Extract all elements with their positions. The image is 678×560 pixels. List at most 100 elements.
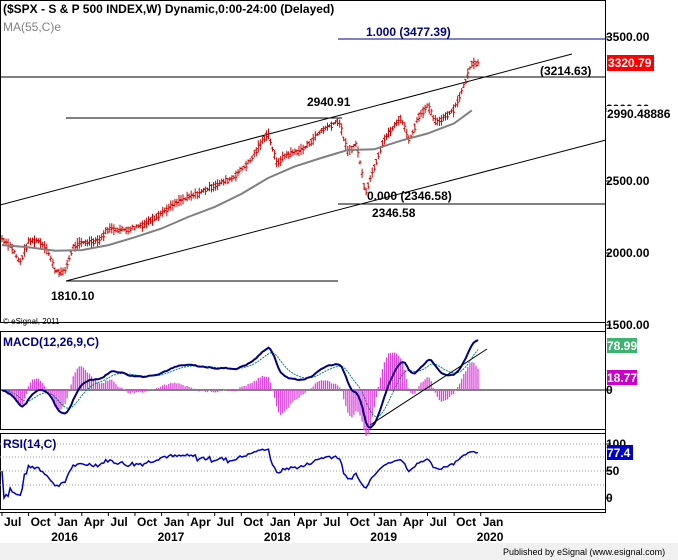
price-bar (354, 140, 358, 147)
date-tick-label: Jul (323, 515, 340, 529)
price-bar (18, 258, 22, 265)
last-price-tag-text: 3320.79 (608, 56, 652, 70)
price-bar (197, 187, 201, 199)
price-bar (114, 227, 118, 233)
price-bar (441, 113, 445, 122)
price-bar (55, 269, 59, 273)
price-bar (155, 213, 159, 221)
price-bar (258, 139, 262, 150)
price-bar (403, 122, 407, 132)
price-bar (285, 150, 289, 159)
price-bar (277, 158, 281, 167)
price-bar (75, 238, 79, 251)
price-bar (153, 215, 157, 222)
price-bar (395, 119, 399, 127)
price-bar (161, 206, 165, 217)
price-bar (283, 153, 287, 160)
price-bar (51, 258, 55, 269)
price-bar (376, 152, 380, 160)
price-bar (315, 132, 319, 137)
price-bar (427, 102, 431, 114)
date-tick-label: Jan (376, 515, 397, 529)
price-bar (185, 191, 189, 202)
date-tick-label: Oct (243, 515, 263, 529)
price-bar (271, 146, 274, 152)
price-bar (234, 170, 238, 182)
price-bar (431, 114, 435, 122)
price-bar (321, 126, 325, 135)
price-bar (79, 237, 83, 247)
price-bar (124, 226, 128, 235)
price-bar (287, 151, 291, 159)
price-bar (106, 227, 110, 234)
date-tick-label: Oct (350, 515, 370, 529)
price-bar (429, 108, 433, 116)
price-bar (297, 145, 301, 157)
footer-credit: Published by eSignal (www.esignal.com) (503, 547, 665, 557)
price-bar (433, 115, 437, 126)
price-bar (344, 138, 348, 151)
macd-value-tag-text: 78.99 (607, 339, 637, 353)
price-bar (218, 179, 222, 187)
price-bar (57, 268, 61, 277)
price-bar (289, 147, 293, 158)
price-bar (230, 175, 234, 183)
date-tick-label: Oct (31, 515, 51, 529)
price-bar (98, 235, 102, 245)
date-tick-label: Apr (190, 515, 211, 529)
price-bar (226, 178, 230, 185)
fib-0000-label: 0.000 (2346.58) (367, 189, 452, 203)
date-year-label: 2018 (264, 530, 291, 544)
ma-label: MA(55,C)e (3, 20, 61, 34)
price-bar (452, 104, 456, 118)
price-bar (305, 140, 309, 148)
price-bar (116, 227, 120, 234)
price-bar (448, 111, 451, 115)
price-bar (151, 213, 154, 226)
hist-value-tag (607, 370, 637, 385)
level-1810-label: 1810.10 (51, 289, 95, 303)
price-tick-3500: 3500.00 (606, 30, 650, 44)
price-bar (273, 149, 277, 160)
macd-value-tag (607, 338, 637, 353)
price-bar (399, 114, 403, 124)
price-bar (311, 133, 315, 145)
price-bar (309, 138, 313, 147)
ma-value-tag (607, 106, 677, 122)
price-bar (232, 175, 236, 180)
price-bar (77, 237, 81, 249)
price-bar (419, 110, 423, 118)
price-bar (370, 167, 374, 178)
date-year-label: 2017 (158, 530, 185, 544)
price-bar (189, 190, 193, 201)
price-bar (385, 133, 388, 140)
price-bars (0, 57, 480, 277)
price-bar (128, 226, 132, 233)
price-bar (303, 145, 307, 150)
date-year-label: 2019 (370, 530, 397, 544)
date-tick-label: Oct (456, 515, 476, 529)
price-bar (138, 222, 142, 229)
rsi-value-tag (607, 445, 633, 460)
price-bar (366, 182, 370, 190)
price-bar (187, 193, 191, 200)
date-tick-label: Jan (270, 515, 291, 529)
price-bar (14, 254, 18, 259)
price-bar (120, 225, 124, 232)
rsi-tick-50: 50 (606, 464, 620, 478)
price-bar (100, 233, 104, 241)
price-bar (328, 124, 331, 128)
price-bar (118, 224, 122, 234)
price-bar (222, 178, 226, 186)
price-bar (368, 175, 372, 182)
price-bar (466, 68, 470, 80)
price-bar (16, 257, 20, 263)
level-2940-label: 2940.91 (307, 95, 351, 109)
price-tick-1500: 1500.00 (606, 318, 650, 332)
price-bar (20, 255, 24, 261)
level-2346-label: 2346.58 (372, 206, 416, 220)
level-3214-label: (3214.63) (540, 64, 591, 78)
price-bar (476, 59, 480, 67)
price-bar (468, 66, 472, 70)
price-tick-2500: 2500.00 (606, 174, 650, 188)
